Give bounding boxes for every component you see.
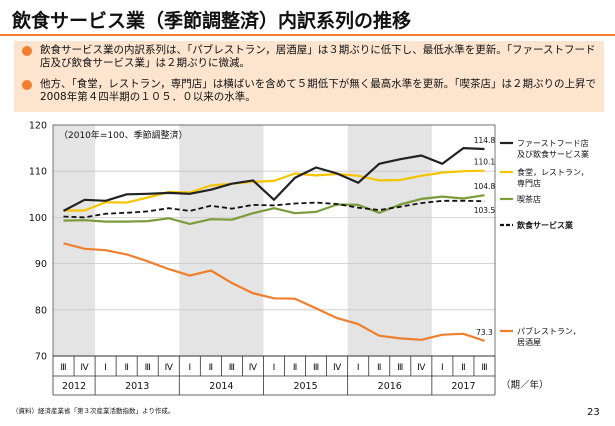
slide-title: 飲食サービス業（季節調整済）内訳系列の推移	[12, 10, 412, 32]
y-tick-label: 70	[35, 352, 47, 363]
x-tick-label: Ⅱ	[124, 363, 128, 373]
x-tick-label: Ⅱ	[461, 363, 465, 373]
series-line	[62, 146, 485, 212]
y-tick-label: 90	[35, 259, 47, 270]
year-label: 2017	[451, 381, 475, 392]
x-tick-label: Ⅳ	[333, 363, 342, 373]
x-tick-label: Ⅲ	[313, 363, 319, 373]
year-label: 2015	[293, 381, 317, 392]
x-tick-label: Ⅳ	[249, 363, 258, 373]
summary-box: 飲食サービス業の内訳系列は、「パブレストラン，居酒屋」は３期ぶりに低下し、最低水…	[14, 41, 604, 112]
y-tick-label: 110	[29, 167, 47, 178]
legend-label: ファーストフード店	[517, 138, 589, 148]
year-shade-band	[347, 125, 432, 356]
legend-label: パブレストラン，	[517, 326, 581, 336]
line-chart: 70 80 90 100 110 120 （2010年=100、季節調整済） Ⅲ Ⅳ Ⅰ Ⅱ Ⅲ Ⅳ Ⅰ Ⅱ…	[29, 121, 589, 396]
year-label: 2016	[378, 381, 402, 392]
x-tick-label: Ⅱ	[293, 363, 297, 373]
x-tick-label: Ⅲ	[60, 363, 66, 373]
summary-text: 飲食サービス業の内訳系列は、「パブレストラン，居酒屋」は３期ぶりに低下し、最低水…	[40, 44, 596, 69]
y-tick-label: 100	[29, 213, 47, 224]
x-tick-label: Ⅳ	[165, 363, 174, 373]
legend-label: 居酒屋	[517, 338, 541, 347]
year-shade-band	[179, 125, 264, 356]
x-axis-label: （期／年）	[501, 379, 549, 391]
x-tick-label: Ⅲ	[397, 363, 403, 373]
end-value-label: 110.1	[474, 158, 496, 167]
legend-label: 及び飲食サービス業	[517, 149, 589, 159]
year-label: 2014	[209, 381, 233, 392]
x-tick-label: Ⅲ	[481, 363, 487, 373]
end-value-label: 103.5	[474, 206, 496, 215]
chart-annotation: （2010年=100、季節調整済）	[59, 129, 188, 141]
x-tick-label: Ⅳ	[417, 363, 426, 373]
legend-label: 喫茶店	[517, 194, 541, 204]
y-tick-label: 120	[29, 121, 47, 132]
x-tick-label: Ⅰ	[357, 363, 360, 373]
x-tick-label: Ⅰ	[273, 363, 276, 373]
bullet-dot-icon	[22, 80, 32, 90]
x-tick-label: Ⅰ	[104, 363, 107, 373]
bullet-dot-icon	[22, 46, 32, 56]
year-label: 2012	[62, 381, 86, 392]
series-line	[63, 242, 485, 342]
series-line	[63, 199, 485, 219]
x-tick-label: Ⅰ	[188, 363, 191, 373]
source-note: （資料）経済産業省「第３次産業活動指数」より作成。	[12, 407, 175, 415]
x-tick-label: Ⅲ	[229, 363, 235, 373]
legend-label: 専門店	[517, 178, 541, 188]
legend-label: 食堂，レストラン，	[517, 167, 589, 177]
page-number: 23	[587, 407, 600, 418]
series-line	[63, 169, 485, 212]
series-line	[63, 194, 485, 226]
end-value-label: 114.8	[474, 136, 496, 145]
year-label: 2013	[125, 381, 149, 392]
x-tick-label: Ⅳ	[80, 363, 89, 373]
end-value-label: 104.8	[474, 182, 496, 191]
x-tick-label: Ⅲ	[145, 363, 151, 373]
legend-label: 飲食サービス業	[516, 220, 574, 230]
y-tick-label: 80	[35, 305, 47, 316]
summary-text: 他方、「食堂，レストラン，専門店」は横ばいを含めて５期低下が無く最高水準を更新。…	[40, 78, 596, 103]
x-tick-label: Ⅰ	[441, 363, 444, 373]
title-underline	[0, 34, 615, 36]
x-tick-label: Ⅱ	[209, 363, 213, 373]
end-value-label: 73.3	[476, 328, 493, 337]
x-tick-label: Ⅱ	[377, 363, 381, 373]
year-shade-band	[53, 125, 96, 356]
